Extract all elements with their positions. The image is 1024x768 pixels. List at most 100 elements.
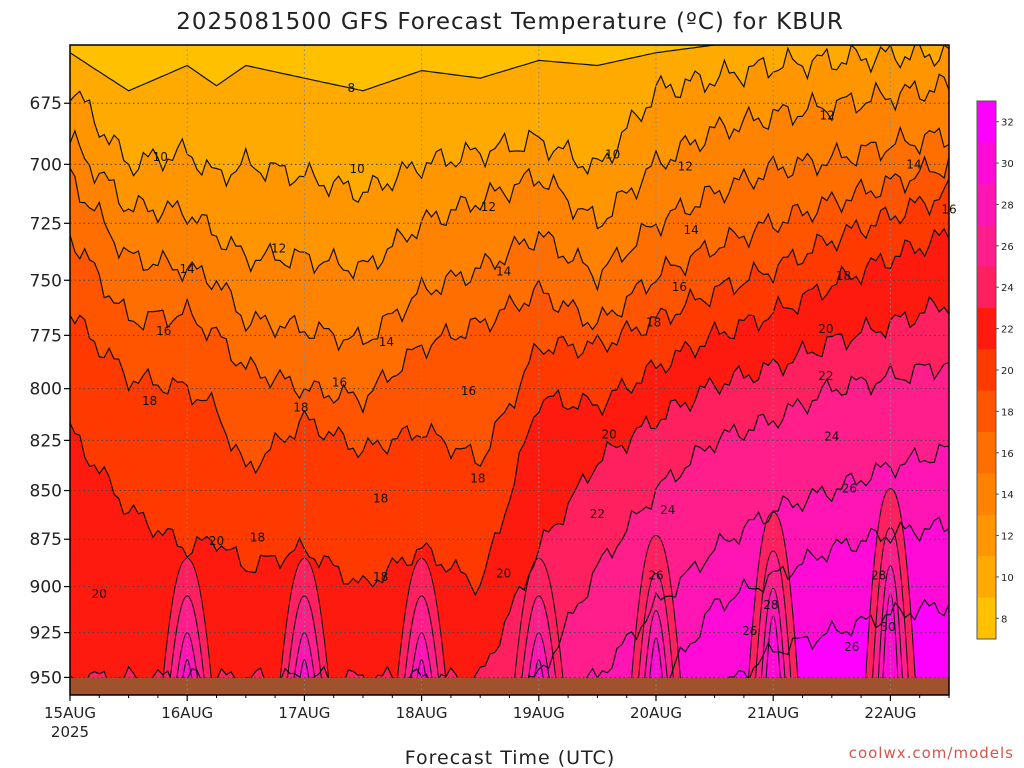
colorbar-swatch [977, 183, 996, 226]
chart-title: 2025081500 GFS Forecast Temperature (ºC)… [176, 9, 844, 35]
isotherm-label-18: 18 [470, 472, 485, 486]
y-tick-label-775: 775 [30, 326, 62, 346]
isotherm-label-12: 12 [271, 242, 286, 256]
isotherm-label-16: 16 [461, 384, 476, 398]
colorbar-label-8: 8 [1001, 614, 1007, 625]
isotherm-8-line [70, 45, 949, 92]
isotherm-label-26: 26 [742, 624, 757, 638]
x-tick-label-22AUG: 22AUG [864, 704, 916, 722]
colorbar-swatch [977, 349, 996, 392]
colorbar-swatch [977, 266, 996, 309]
colorbar-swatch [977, 307, 996, 350]
isotherm-label-16: 16 [672, 280, 687, 294]
isotherm-label-22: 22 [590, 507, 605, 521]
y-axis: 675 700 725 750 775 800 825 850 875 900 925 950 [30, 94, 70, 688]
colorbar-label-30: 30 [1001, 159, 1014, 170]
isotherm-label-18: 18 [836, 269, 851, 283]
heating-plume-6-4 [764, 615, 782, 695]
isotherm-label-20: 20 [601, 427, 616, 441]
x-tick-label-16AUG: 16AUG [161, 704, 213, 722]
colorbar-label-14: 14 [1001, 490, 1014, 501]
colorbar-swatch [977, 142, 996, 185]
colorbar-label-18: 18 [1001, 407, 1014, 418]
x-year-label: 2025 [51, 723, 89, 741]
colorbar-swatch [977, 432, 996, 474]
colorbar-label-22: 22 [1001, 325, 1014, 336]
credit-text[interactable]: coolwx.com/models [849, 744, 1014, 762]
y-tick-label-800: 800 [30, 380, 62, 400]
isotherm-label-18: 18 [373, 570, 388, 584]
colorbar-label-28: 28 [1001, 200, 1014, 211]
colorbar-label-24: 24 [1001, 283, 1014, 294]
colorbar-label-16: 16 [1001, 449, 1014, 460]
x-tick-label-19AUG: 19AUG [513, 704, 565, 722]
y-tick-label-900: 900 [30, 578, 62, 598]
y-tick-label-850: 850 [30, 482, 62, 502]
isotherm-label-30: 30 [880, 620, 895, 634]
isotherm-label-20: 20 [496, 566, 511, 580]
y-tick-label-675: 675 [30, 94, 62, 114]
isotherm-label-14: 14 [684, 223, 699, 237]
y-tick-label-700: 700 [30, 155, 62, 175]
y-tick-label-750: 750 [30, 271, 62, 291]
isotherm-label-12: 12 [481, 200, 496, 214]
isotherm-28-line [70, 516, 949, 695]
isotherm-label-14: 14 [496, 264, 511, 278]
isotherm-18-line [70, 178, 949, 475]
isotherm-label-14: 14 [180, 262, 195, 276]
colorbar-swatch [977, 556, 996, 599]
colorbar-swatch [977, 390, 996, 433]
colorbar-label-26: 26 [1001, 242, 1014, 253]
isotherm-label-8: 8 [347, 81, 355, 95]
y-tick-label-875: 875 [30, 530, 62, 550]
colorbar-swatch [977, 225, 996, 268]
isotherm-label-28: 28 [871, 568, 886, 582]
x-tick-label-20AUG: 20AUG [630, 704, 682, 722]
terrain-strip [70, 678, 949, 695]
colorbar-swatch [977, 473, 996, 516]
isotherm-label-18: 18 [293, 400, 308, 414]
isotherm-label-28: 28 [763, 598, 778, 612]
x-axis-title: Forecast Time (UTC) [405, 747, 615, 768]
isotherm-label-20: 20 [209, 534, 224, 548]
y-tick-label-725: 725 [30, 214, 62, 234]
isotherm-label-10: 10 [605, 148, 620, 162]
colorbar-label-10: 10 [1001, 573, 1014, 584]
colorbar-swatch [977, 597, 996, 640]
isotherm-20-line [70, 227, 949, 597]
isotherm-label-24: 24 [660, 503, 675, 517]
colorbar-label-32: 32 [1001, 118, 1014, 129]
isotherm-label-12: 12 [819, 109, 834, 123]
band-above-28 [70, 517, 949, 695]
colorbar-swatch [977, 101, 996, 143]
x-tick-label-21AUG: 21AUG [747, 704, 799, 722]
isotherm-label-18: 18 [373, 491, 388, 505]
isotherm-label-24: 24 [824, 429, 839, 443]
isotherm-label-26: 26 [842, 482, 857, 496]
y-tick-label-950: 950 [30, 668, 62, 688]
isotherm-label-14: 14 [379, 335, 394, 349]
x-tick-label-17AUG: 17AUG [278, 704, 330, 722]
isotherm-label-18: 18 [646, 315, 661, 329]
isotherm-label-18: 18 [142, 394, 157, 408]
isotherm-label-26: 26 [844, 640, 859, 654]
x-tick-label-15AUG: 15AUG [44, 704, 96, 722]
x-tick-label-18AUG: 18AUG [396, 704, 448, 722]
isotherm-label-18: 18 [250, 530, 265, 544]
terrain-layer [70, 678, 949, 695]
isotherm-label-12: 12 [678, 160, 693, 174]
isotherm-label-14: 14 [906, 157, 921, 171]
isotherm-label-20: 20 [92, 587, 107, 601]
isotherm-label-20: 20 [818, 322, 833, 336]
isotherm-16-line [70, 155, 949, 415]
isotherm-label-10: 10 [349, 162, 364, 176]
y-tick-label-925: 925 [30, 624, 62, 644]
colorbar-swatch [977, 514, 996, 557]
x-axis: 15AUG 16AUG 17AUG 18AUG 19AUG 20AUG 21AUG 22AUG [44, 695, 950, 722]
colorbar-label-20: 20 [1001, 366, 1014, 377]
isotherm-label-16: 16 [156, 324, 171, 338]
isotherm-label-16: 16 [332, 375, 347, 389]
isotherm-label-22: 22 [818, 369, 833, 383]
